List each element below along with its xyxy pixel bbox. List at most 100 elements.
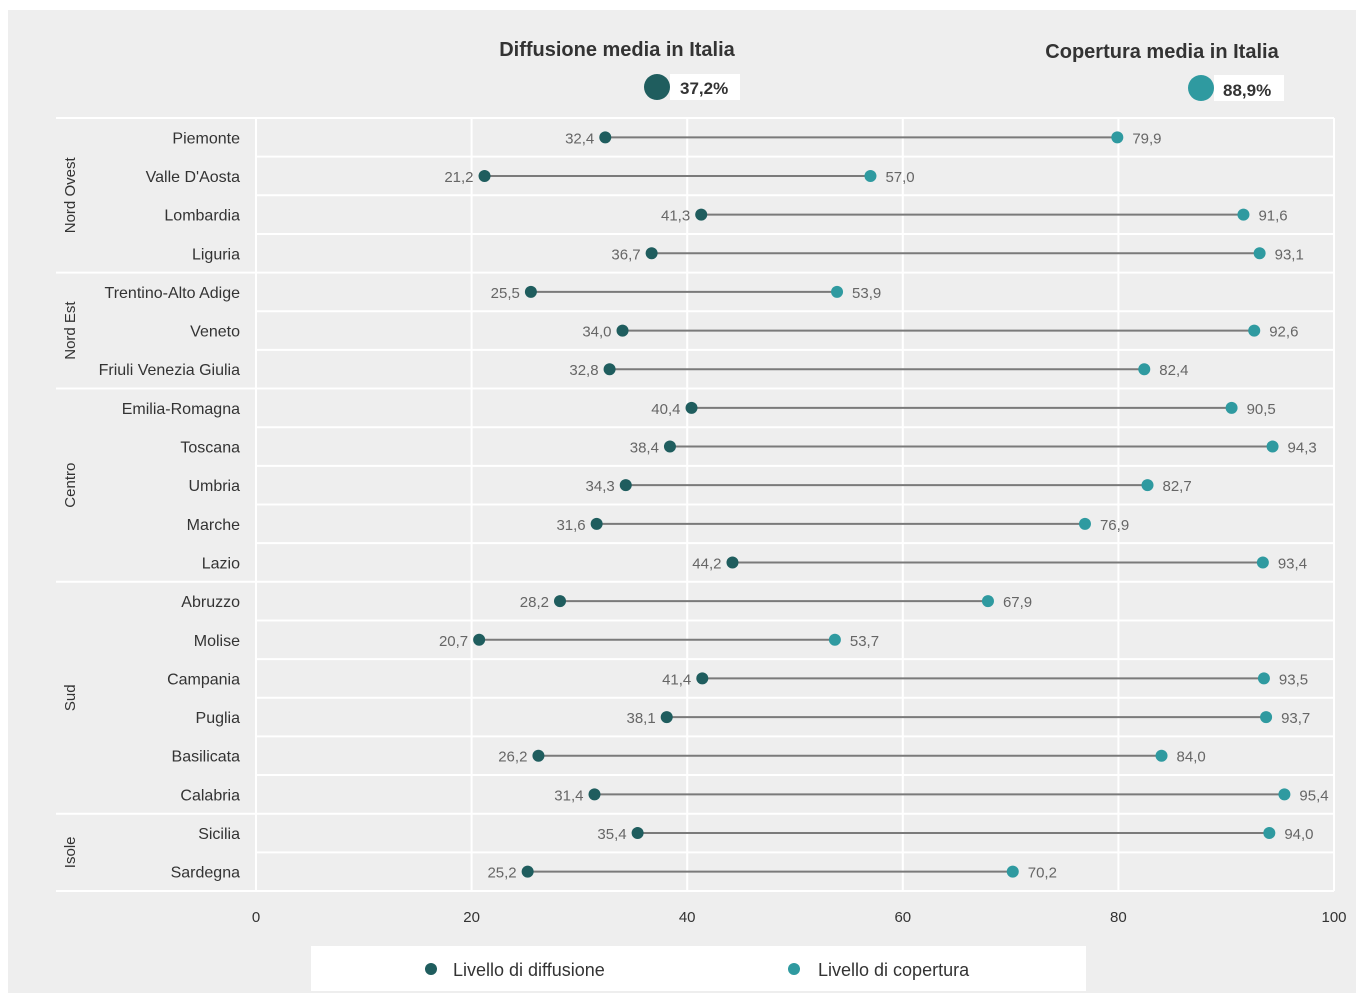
diffusion-point xyxy=(696,672,709,685)
category-label: Molise xyxy=(194,633,240,650)
coverage-value-label: 91,6 xyxy=(1258,208,1287,225)
category-label: Piemonte xyxy=(172,130,240,147)
category-label: Marche xyxy=(187,517,240,534)
coverage-value-label: 93,1 xyxy=(1275,246,1304,263)
group-label: Centro xyxy=(62,463,79,508)
diffusion-value-label: 26,2 xyxy=(498,749,527,766)
legend-diffusion-marker xyxy=(425,963,437,975)
category-label: Sardegna xyxy=(171,865,240,882)
summary-coverage-dot xyxy=(1188,75,1214,101)
diffusion-value-label: 44,2 xyxy=(692,555,721,572)
diffusion-value-label: 21,2 xyxy=(444,169,473,186)
diffusion-point xyxy=(660,711,673,724)
coverage-point xyxy=(1225,401,1238,414)
diffusion-point xyxy=(631,827,644,840)
diffusion-point xyxy=(663,440,676,453)
diffusion-value-label: 41,4 xyxy=(662,671,691,688)
coverage-point xyxy=(1155,749,1168,762)
region-groups: Nord Ovest Nord Est Centro Sud Isole xyxy=(56,117,256,892)
coverage-point xyxy=(981,595,994,608)
summary-diffusion-title: Diffusione media in Italia xyxy=(499,39,735,61)
diffusion-point xyxy=(590,517,603,530)
coverage-point xyxy=(1248,324,1261,337)
x-tick-label: 80 xyxy=(1110,909,1127,926)
category-label: Valle D'Aosta xyxy=(146,169,240,186)
coverage-point xyxy=(1237,208,1250,221)
category-label: Basilicata xyxy=(172,749,241,766)
coverage-point xyxy=(831,285,844,298)
coverage-value-label: 53,9 xyxy=(852,285,881,302)
diffusion-point xyxy=(553,595,566,608)
category-label: Puglia xyxy=(196,710,241,727)
diffusion-point xyxy=(645,247,658,260)
coverage-point xyxy=(1256,556,1269,569)
diffusion-point xyxy=(603,363,616,376)
summary-diffusion-value-box xyxy=(670,74,740,100)
group-label: Sud xyxy=(62,684,79,711)
coverage-value-label: 84,0 xyxy=(1177,749,1206,766)
legend: Livello di diffusione Livello di copertu… xyxy=(311,946,1086,991)
summary-diffusion-value: 37,2% xyxy=(680,79,728,98)
x-tick-label: 0 xyxy=(252,909,260,926)
summary-diffusion: Diffusione media in Italia 37,2% xyxy=(499,39,740,100)
coverage-value-label: 93,4 xyxy=(1278,555,1307,572)
diffusion-value-label: 35,4 xyxy=(597,826,626,843)
diffusion-point xyxy=(521,865,534,878)
category-label: Abruzzo xyxy=(181,594,240,611)
coverage-value-label: 93,5 xyxy=(1279,671,1308,688)
diffusion-point xyxy=(619,479,632,492)
summary-coverage-value: 88,9% xyxy=(1223,81,1271,100)
coverage-point xyxy=(1278,788,1291,801)
coverage-point xyxy=(1006,865,1019,878)
grid xyxy=(255,117,1335,892)
legend-coverage-marker xyxy=(788,963,800,975)
diffusion-value-label: 34,0 xyxy=(582,324,611,341)
coverage-value-label: 82,7 xyxy=(1163,478,1192,495)
diffusion-point xyxy=(695,208,708,221)
category-label: Veneto xyxy=(190,324,240,341)
category-label: Umbria xyxy=(188,478,240,495)
category-label: Friuli Venezia Giulia xyxy=(99,362,241,379)
group-label: Nord Ovest xyxy=(62,157,79,234)
coverage-point xyxy=(1266,440,1279,453)
coverage-value-label: 70,2 xyxy=(1028,865,1057,882)
diffusion-point xyxy=(473,633,486,646)
category-label: Lazio xyxy=(202,555,240,572)
x-tick-label: 40 xyxy=(679,909,696,926)
diffusion-value-label: 20,7 xyxy=(439,633,468,650)
coverage-value-label: 95,4 xyxy=(1299,787,1328,804)
category-label: Campania xyxy=(167,671,240,688)
coverage-value-label: 82,4 xyxy=(1159,362,1188,379)
legend-diffusion-label: Livello di diffusione xyxy=(453,960,605,980)
group-label: Nord Est xyxy=(62,301,79,360)
diffusion-value-label: 31,4 xyxy=(554,787,583,804)
legend-box xyxy=(311,946,1086,991)
diffusion-point xyxy=(478,169,491,182)
diffusion-value-label: 38,1 xyxy=(627,710,656,727)
summary-diffusion-dot xyxy=(644,74,670,100)
x-axis: 0 20 40 60 80 100 xyxy=(252,909,1347,926)
diffusion-point xyxy=(524,285,537,298)
summary-coverage-title: Copertura media in Italia xyxy=(1045,41,1279,63)
summary-coverage: Copertura media in Italia 88,9% xyxy=(1045,41,1284,101)
legend-coverage-label: Livello di copertura xyxy=(818,960,970,980)
coverage-value-label: 93,7 xyxy=(1281,710,1310,727)
diffusion-point xyxy=(685,401,698,414)
diffusion-value-label: 32,8 xyxy=(569,362,598,379)
category-label: Sicilia xyxy=(198,826,240,843)
coverage-point xyxy=(1253,247,1266,260)
panel-background xyxy=(8,10,1356,993)
x-tick-label: 100 xyxy=(1321,909,1346,926)
diffusion-value-label: 32,4 xyxy=(565,130,594,147)
coverage-value-label: 79,9 xyxy=(1132,130,1161,147)
diffusion-point xyxy=(588,788,601,801)
coverage-point xyxy=(864,169,877,182)
summary-coverage-value-box xyxy=(1214,75,1284,101)
coverage-value-label: 76,9 xyxy=(1100,517,1129,534)
coverage-point xyxy=(1141,479,1154,492)
coverage-value-label: 67,9 xyxy=(1003,594,1032,611)
category-label: Trentino-Alto Adige xyxy=(105,285,241,302)
category-label: Liguria xyxy=(192,246,240,263)
